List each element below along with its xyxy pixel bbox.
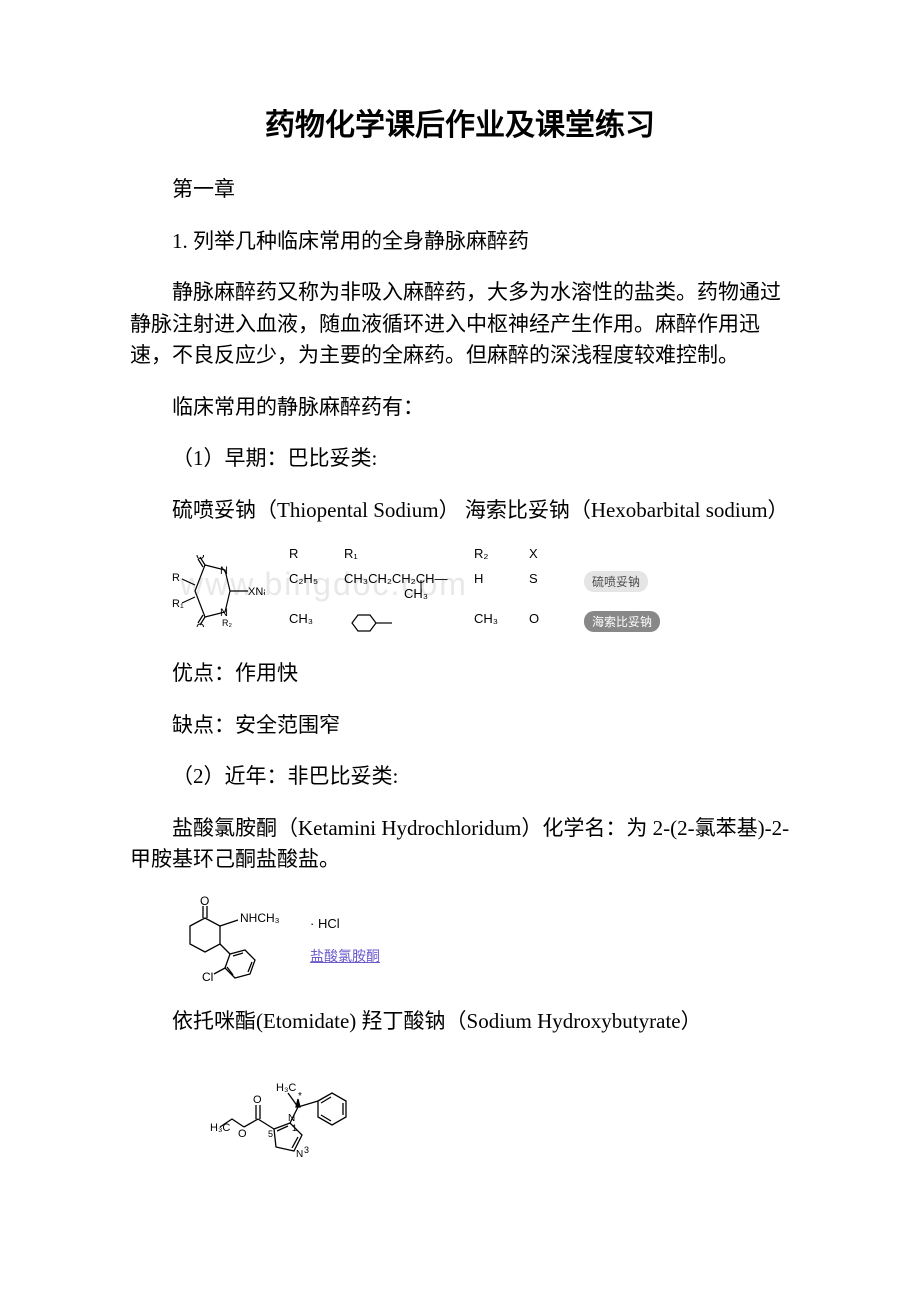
ket-hcl-label: · HCl 盐酸氯胺酮 [310, 916, 380, 966]
row2-name: 海索比妥钠 [584, 611, 664, 638]
eto-N3: N [296, 1149, 303, 1160]
eto-O-ester: O [238, 1128, 247, 1140]
hdr-R2: R₂ [474, 546, 529, 561]
row2-R1 [344, 611, 474, 638]
ket-cl: Cl [202, 970, 213, 984]
hdr-name [584, 546, 664, 561]
para-6: 缺点：安全范围窄 [130, 710, 790, 742]
barbiturate-structure-table: www.bingdoc.com O O N N R₂ R [170, 546, 790, 638]
para-9: 依托咪酯(Etomidate) 羟丁酸钠（Sodium Hydroxybutyr… [130, 1006, 790, 1038]
hdr-R: R [289, 546, 344, 561]
ket-nhch3: NHCH₃ [240, 911, 280, 925]
label-XNa: XNa [248, 586, 265, 598]
row2-R: CH₃ [289, 611, 344, 638]
ketamine-name-label: 盐酸氯胺酮 [310, 950, 380, 965]
label-R: R [172, 572, 180, 584]
etomidate-structure: H₃C O O H₃C N N 5 1 3 * [210, 1057, 790, 1172]
label-N-top: N [220, 565, 228, 577]
substituent-table: R R₁ R₂ X C₂H₅ CH₃CH₂CH₂CH— CH₃ H S 硫喷妥钠… [289, 546, 664, 638]
row1-name: 硫喷妥钠 [584, 571, 664, 601]
eto-h3c-top: H₃C [276, 1082, 296, 1094]
para-8: 盐酸氯胺酮（Ketamini Hydrochloridum）化学名：为 2-(2… [130, 813, 790, 876]
para-5: 优点：作用快 [130, 658, 790, 690]
question-1: 1. 列举几种临床常用的全身静脉麻醉药 [130, 226, 790, 258]
label-R2: R₂ [222, 618, 232, 627]
barbiturate-core-structure: O O N N R₂ R R₁ XNa [170, 555, 265, 630]
eto-O-carbonyl: O [253, 1094, 262, 1106]
ket-O: O [200, 896, 209, 908]
hdr-X: X [529, 546, 584, 561]
hdr-R1: R₁ [344, 546, 474, 561]
eto-pos5: 5 [268, 1129, 273, 1139]
chapter-heading: 第一章 [130, 174, 790, 206]
para-2: 临床常用的静脉麻醉药有： [130, 392, 790, 424]
row1-R: C₂H₅ [289, 571, 344, 601]
row2-X: O [529, 611, 584, 638]
row1-R2: H [474, 571, 529, 601]
label-O-bot: O [196, 622, 205, 627]
label-O-top: O [196, 555, 205, 562]
ketamine-structure: O NHCH₃ Cl · HCl 盐酸氯胺酮 [170, 896, 790, 986]
para-7: （2）近年：非巴比妥类: [130, 761, 790, 793]
row1-X: S [529, 571, 584, 601]
eto-pos1: 1 [292, 1123, 297, 1133]
row1-R1: CH₃CH₂CH₂CH— CH₃ [344, 571, 474, 601]
para-3: （1）早期：巴比妥类: [130, 443, 790, 475]
eto-h3c-left: H₃C [210, 1122, 230, 1134]
row2-R2: CH₃ [474, 611, 529, 638]
para-1: 静脉麻醉药又称为非吸入麻醉药，大多为水溶性的盐类。药物通过静脉注射进入血液，随血… [130, 277, 790, 372]
eto-star: * [298, 1091, 302, 1102]
page-title: 药物化学课后作业及课堂练习 [130, 100, 790, 144]
label-R1: R₁ [172, 598, 184, 610]
eto-pos3: 3 [304, 1145, 309, 1155]
para-4: 硫喷妥钠（Thiopental Sodium） 海索比妥钠（Hexobarbit… [130, 495, 790, 527]
